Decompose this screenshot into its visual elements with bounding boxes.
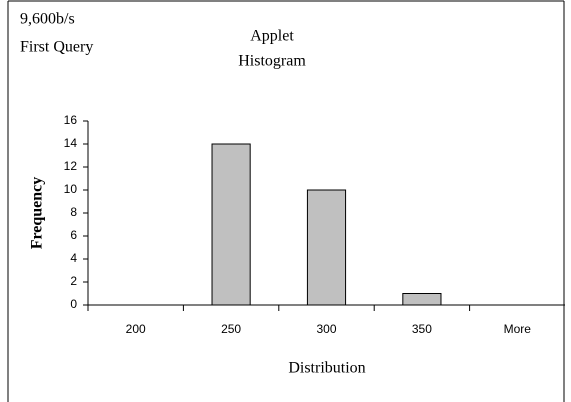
chart-title: Applet bbox=[250, 28, 294, 45]
y-axis-label: Frequency bbox=[29, 177, 46, 250]
y-tick-label: 10 bbox=[64, 182, 78, 196]
y-tick-label: 0 bbox=[70, 297, 77, 311]
y-tick-label: 16 bbox=[64, 113, 78, 127]
y-tick-label: 6 bbox=[70, 228, 77, 242]
y-tick-label: 8 bbox=[70, 205, 77, 219]
x-axis-label: Distribution bbox=[288, 360, 365, 377]
annotation: 9,600b/s bbox=[20, 11, 75, 28]
y-tick-label: 2 bbox=[70, 274, 77, 288]
x-tick-label: 300 bbox=[316, 322, 336, 336]
x-tick-label: 250 bbox=[221, 322, 241, 336]
x-tick-label: 350 bbox=[412, 322, 432, 336]
chart-title: Histogram bbox=[238, 53, 306, 70]
x-tick-label: 200 bbox=[126, 322, 146, 336]
annotation: First Query bbox=[20, 39, 93, 56]
bar bbox=[402, 293, 442, 306]
y-tick-label: 4 bbox=[70, 251, 77, 265]
y-tick-label: 12 bbox=[64, 159, 78, 173]
bar bbox=[306, 189, 347, 306]
x-tick-label: More bbox=[504, 322, 532, 336]
y-tick-label: 14 bbox=[64, 136, 78, 150]
bar bbox=[211, 143, 251, 306]
